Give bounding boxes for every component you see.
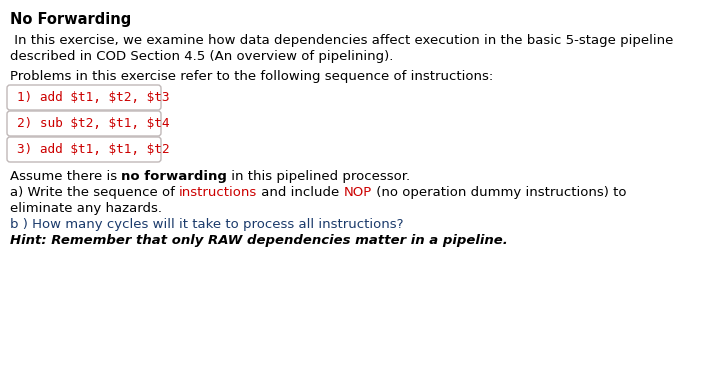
Text: eliminate any hazards.: eliminate any hazards.	[10, 202, 162, 215]
Text: In this exercise, we examine how data dependencies affect execution in the basic: In this exercise, we examine how data de…	[10, 34, 673, 47]
FancyBboxPatch shape	[7, 137, 161, 162]
Text: Problems in this exercise refer to the following sequence of instructions:: Problems in this exercise refer to the f…	[10, 70, 493, 83]
Text: and include: and include	[257, 186, 344, 199]
Text: 2) sub $t2, $t1, $t4: 2) sub $t2, $t1, $t4	[17, 117, 169, 130]
Text: Hint: Remember that only RAW dependencies matter in a pipeline.: Hint: Remember that only RAW dependencie…	[10, 234, 508, 247]
Text: described in COD Section 4.5 (An overview of pipelining).: described in COD Section 4.5 (An overvie…	[10, 50, 393, 63]
FancyBboxPatch shape	[7, 85, 161, 110]
Text: No Forwarding: No Forwarding	[10, 12, 131, 27]
Text: instructions: instructions	[179, 186, 257, 199]
Text: b ) How many cycles will it take to process all instructions?: b ) How many cycles will it take to proc…	[10, 218, 403, 231]
FancyBboxPatch shape	[7, 111, 161, 136]
Text: in this pipelined processor.: in this pipelined processor.	[227, 170, 410, 183]
Text: 3) add $t1, $t1, $t2: 3) add $t1, $t1, $t2	[17, 143, 169, 156]
Text: (no operation dummy instructions) to: (no operation dummy instructions) to	[372, 186, 627, 199]
Text: 1) add $t1, $t2, $t3: 1) add $t1, $t2, $t3	[17, 91, 169, 104]
Text: Assume there is: Assume there is	[10, 170, 121, 183]
Text: a) Write the sequence of: a) Write the sequence of	[10, 186, 179, 199]
Text: no forwarding: no forwarding	[121, 170, 227, 183]
Text: NOP: NOP	[344, 186, 372, 199]
